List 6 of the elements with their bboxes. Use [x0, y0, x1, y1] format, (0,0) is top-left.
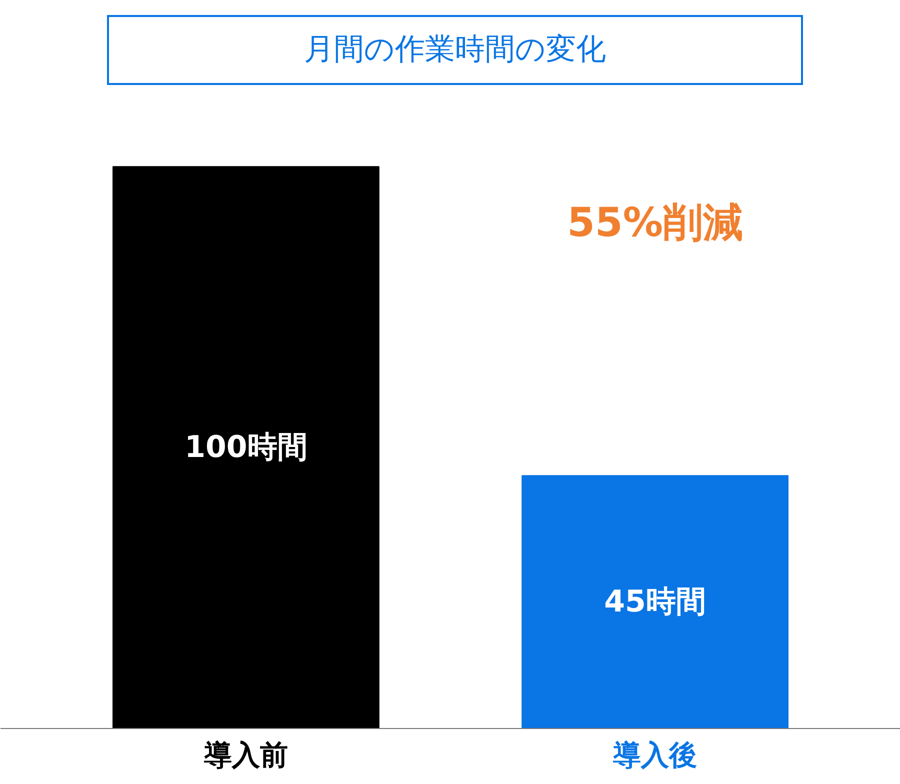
x-tick-label: 導入前: [202, 738, 288, 772]
data-label: 45時間: [604, 584, 706, 620]
annotation: 55%削減: [567, 200, 743, 246]
chart-title: 月間の作業時間の変化: [107, 14, 803, 86]
x-tick-label: 導入後: [612, 738, 698, 772]
data-label: 100時間: [184, 430, 308, 465]
